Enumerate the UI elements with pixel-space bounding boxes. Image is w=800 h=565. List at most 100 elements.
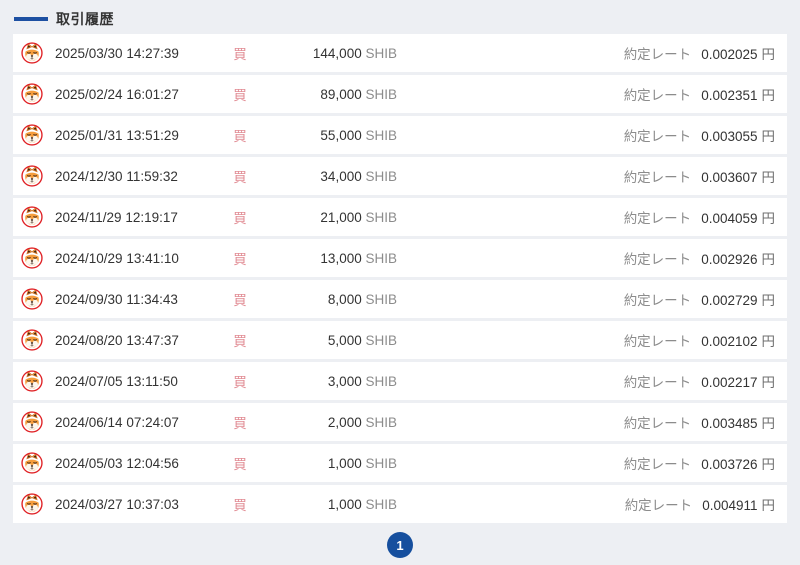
rate-label: 約定レート bbox=[623, 170, 692, 185]
rate-currency-suffix: 円 bbox=[761, 293, 776, 308]
shib-coin-icon bbox=[21, 124, 43, 146]
transaction-side-buy: 買 bbox=[233, 293, 247, 308]
transaction-side-buy: 買 bbox=[233, 129, 247, 144]
amount-value: 8,000 bbox=[327, 291, 362, 307]
transaction-datetime: 2025/03/30 14:27:39 bbox=[55, 45, 179, 61]
transaction-datetime: 2024/07/05 13:11:50 bbox=[55, 373, 178, 389]
transaction-amount: 55,000 SHIB bbox=[275, 128, 397, 143]
rate-value: 0.004911 bbox=[702, 498, 758, 513]
execution-rate: 約定レート 0.002729 円 bbox=[624, 289, 775, 309]
amount-unit: SHIB bbox=[365, 332, 397, 348]
shib-coin-icon bbox=[21, 165, 43, 187]
amount-unit: SHIB bbox=[365, 291, 397, 307]
transaction-side-buy: 買 bbox=[233, 498, 247, 513]
rate-value: 0.002729 bbox=[701, 293, 758, 308]
amount-unit: SHIB bbox=[365, 45, 397, 61]
transaction-amount: 8,000 SHIB bbox=[275, 292, 397, 307]
execution-rate: 約定レート 0.004911 円 bbox=[625, 494, 775, 514]
execution-rate: 約定レート 0.002351 円 bbox=[624, 84, 775, 104]
rate-currency-suffix: 円 bbox=[761, 47, 776, 62]
shib-coin-icon bbox=[21, 493, 43, 515]
transaction-side-buy: 買 bbox=[233, 375, 247, 390]
transaction-datetime: 2024/05/03 12:04:56 bbox=[55, 455, 179, 471]
transaction-amount: 144,000 SHIB bbox=[275, 46, 397, 61]
transaction-row[interactable]: 2025/01/31 13:51:29 買 55,000 SHIB 約定レート 0… bbox=[13, 116, 787, 154]
amount-value: 13,000 bbox=[320, 250, 362, 266]
transaction-side-buy: 買 bbox=[233, 252, 247, 267]
rate-currency-suffix: 円 bbox=[761, 129, 776, 144]
rate-value: 0.002102 bbox=[701, 334, 758, 349]
rate-currency-suffix: 円 bbox=[761, 211, 776, 226]
rate-value: 0.003485 bbox=[701, 416, 758, 431]
amount-unit: SHIB bbox=[365, 250, 397, 266]
page-title: 取引履歴 bbox=[56, 11, 114, 27]
rate-label: 約定レート bbox=[623, 293, 692, 308]
rate-currency-suffix: 円 bbox=[761, 334, 776, 349]
transaction-side-buy: 買 bbox=[233, 334, 247, 349]
rate-label: 約定レート bbox=[623, 334, 692, 349]
rate-currency-suffix: 円 bbox=[761, 170, 776, 185]
rate-label: 約定レート bbox=[623, 416, 692, 431]
rate-currency-suffix: 円 bbox=[761, 416, 776, 431]
transaction-datetime: 2024/08/20 13:47:37 bbox=[55, 332, 179, 348]
transaction-side-buy: 買 bbox=[233, 170, 247, 185]
transaction-row[interactable]: 2024/05/03 12:04:56 買 1,000 SHIB 約定レート 0.… bbox=[13, 444, 787, 482]
shib-coin-icon bbox=[21, 42, 43, 64]
rate-label: 約定レート bbox=[623, 375, 692, 390]
amount-unit: SHIB bbox=[365, 496, 397, 512]
rate-value: 0.004059 bbox=[701, 211, 758, 226]
rate-value: 0.003726 bbox=[701, 457, 758, 472]
rate-value: 0.003055 bbox=[701, 129, 758, 144]
transaction-row[interactable]: 2024/08/20 13:47:37 買 5,000 SHIB 約定レート 0.… bbox=[13, 321, 787, 359]
transaction-row[interactable]: 2024/11/29 12:19:17 買 21,000 SHIB 約定レート 0… bbox=[13, 198, 787, 236]
transaction-amount: 34,000 SHIB bbox=[275, 169, 397, 184]
amount-value: 1,000 bbox=[327, 496, 362, 512]
transaction-amount: 1,000 SHIB bbox=[275, 456, 397, 471]
transaction-amount: 2,000 SHIB bbox=[275, 415, 397, 430]
transaction-row[interactable]: 2024/06/14 07:24:07 買 2,000 SHIB 約定レート 0.… bbox=[13, 403, 787, 441]
transaction-datetime: 2025/02/24 16:01:27 bbox=[55, 86, 179, 102]
transaction-datetime: 2025/01/31 13:51:29 bbox=[55, 127, 179, 143]
execution-rate: 約定レート 0.002926 円 bbox=[624, 248, 775, 268]
rate-label: 約定レート bbox=[623, 211, 692, 226]
amount-unit: SHIB bbox=[365, 373, 397, 389]
amount-value: 89,000 bbox=[320, 86, 362, 102]
execution-rate: 約定レート 0.002217 円 bbox=[624, 371, 775, 391]
shib-coin-icon bbox=[21, 288, 43, 310]
rate-value: 0.002926 bbox=[701, 252, 758, 267]
execution-rate: 約定レート 0.002025 円 bbox=[624, 43, 775, 63]
rate-label: 約定レート bbox=[624, 498, 693, 513]
rate-value: 0.002025 bbox=[701, 47, 758, 62]
section-header: 取引履歴 bbox=[14, 10, 787, 28]
transaction-datetime: 2024/03/27 10:37:03 bbox=[55, 496, 179, 512]
transaction-amount: 21,000 SHIB bbox=[275, 210, 397, 225]
pagination-page-1[interactable]: 1 bbox=[387, 532, 413, 558]
shib-coin-icon bbox=[21, 452, 43, 474]
rate-currency-suffix: 円 bbox=[761, 498, 776, 513]
transaction-amount: 13,000 SHIB bbox=[275, 251, 397, 266]
transaction-row[interactable]: 2024/12/30 11:59:32 買 34,000 SHIB 約定レート 0… bbox=[13, 157, 787, 195]
transaction-row[interactable]: 2024/09/30 11:34:43 買 8,000 SHIB 約定レート 0.… bbox=[13, 280, 787, 318]
transaction-datetime: 2024/09/30 11:34:43 bbox=[55, 291, 178, 307]
transaction-row[interactable]: 2024/03/27 10:37:03 買 1,000 SHIB 約定レート 0.… bbox=[13, 485, 787, 523]
execution-rate: 約定レート 0.004059 円 bbox=[624, 207, 775, 227]
amount-value: 5,000 bbox=[327, 332, 362, 348]
shib-coin-icon bbox=[21, 206, 43, 228]
shib-coin-icon bbox=[21, 370, 43, 392]
transaction-amount: 3,000 SHIB bbox=[275, 374, 397, 389]
transaction-amount: 1,000 SHIB bbox=[275, 497, 397, 512]
transaction-row[interactable]: 2024/07/05 13:11:50 買 3,000 SHIB 約定レート 0.… bbox=[13, 362, 787, 400]
transaction-amount: 5,000 SHIB bbox=[275, 333, 397, 348]
amount-unit: SHIB bbox=[365, 455, 397, 471]
transaction-row[interactable]: 2024/10/29 13:41:10 買 13,000 SHIB 約定レート 0… bbox=[13, 239, 787, 277]
transaction-row[interactable]: 2025/03/30 14:27:39 買 144,000 SHIB 約定レート… bbox=[13, 34, 787, 72]
shib-coin-icon bbox=[21, 411, 43, 433]
transaction-row[interactable]: 2025/02/24 16:01:27 買 89,000 SHIB 約定レート 0… bbox=[13, 75, 787, 113]
amount-unit: SHIB bbox=[365, 127, 397, 143]
rate-value: 0.002351 bbox=[701, 88, 758, 103]
rate-currency-suffix: 円 bbox=[761, 375, 776, 390]
transaction-side-buy: 買 bbox=[233, 47, 247, 62]
execution-rate: 約定レート 0.003055 円 bbox=[624, 125, 775, 145]
amount-unit: SHIB bbox=[365, 209, 397, 225]
